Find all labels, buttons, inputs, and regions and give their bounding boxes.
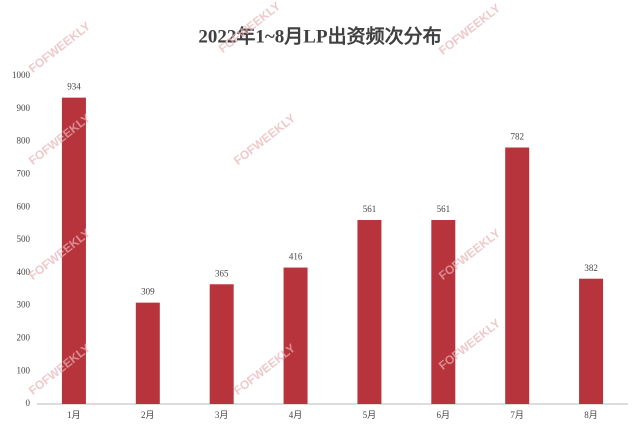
x-tick-label: 2月 bbox=[141, 410, 155, 420]
x-tick-label: 1月 bbox=[67, 410, 81, 420]
y-tick-label: 0 bbox=[26, 398, 31, 408]
x-tick-label: 4月 bbox=[289, 410, 303, 420]
y-tick-label: 1000 bbox=[12, 70, 31, 80]
bar bbox=[61, 97, 86, 404]
value-label: 382 bbox=[584, 263, 598, 273]
watermark: FOFWEEKLY bbox=[26, 19, 93, 76]
y-tick-label: 900 bbox=[17, 103, 31, 113]
y-tick-label: 600 bbox=[17, 201, 31, 211]
value-label: 309 bbox=[141, 287, 155, 297]
x-tick-label: 6月 bbox=[437, 410, 451, 420]
watermark: FOFWEEKLY bbox=[436, 1, 503, 58]
y-tick-label: 500 bbox=[17, 234, 31, 244]
x-tick-label: 3月 bbox=[215, 410, 229, 420]
value-label: 365 bbox=[215, 268, 229, 278]
x-tick-label: 5月 bbox=[363, 410, 377, 420]
x-tick-label: 7月 bbox=[510, 410, 524, 420]
x-tick-label: 8月 bbox=[584, 410, 598, 420]
watermark: FOFWEEKLY bbox=[231, 111, 298, 168]
y-tick-label: 400 bbox=[17, 267, 31, 277]
y-tick-label: 700 bbox=[17, 168, 31, 178]
value-label: 782 bbox=[510, 132, 524, 142]
bar bbox=[135, 302, 160, 404]
bar bbox=[283, 267, 308, 404]
value-label: 934 bbox=[67, 82, 81, 92]
chart-title: 2022年1~8月LP出资频次分布 bbox=[198, 24, 441, 47]
value-label: 561 bbox=[437, 204, 451, 214]
y-tick-label: 800 bbox=[17, 136, 31, 146]
y-tick-label: 100 bbox=[17, 365, 31, 375]
bar bbox=[505, 147, 530, 404]
bar bbox=[209, 284, 234, 404]
y-tick-label: 300 bbox=[17, 300, 31, 310]
y-tick-label: 200 bbox=[17, 332, 31, 342]
bar bbox=[431, 219, 456, 404]
bar bbox=[357, 219, 382, 404]
bar bbox=[579, 278, 604, 404]
value-label: 416 bbox=[289, 252, 303, 262]
value-label: 561 bbox=[363, 204, 377, 214]
